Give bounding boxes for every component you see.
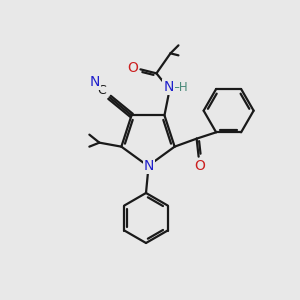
Text: O: O: [194, 159, 205, 173]
Text: N: N: [163, 80, 174, 94]
Text: N: N: [144, 159, 154, 173]
Text: O: O: [127, 61, 138, 75]
Text: C: C: [97, 84, 106, 97]
Text: –H: –H: [173, 81, 188, 94]
Text: N: N: [89, 75, 100, 89]
